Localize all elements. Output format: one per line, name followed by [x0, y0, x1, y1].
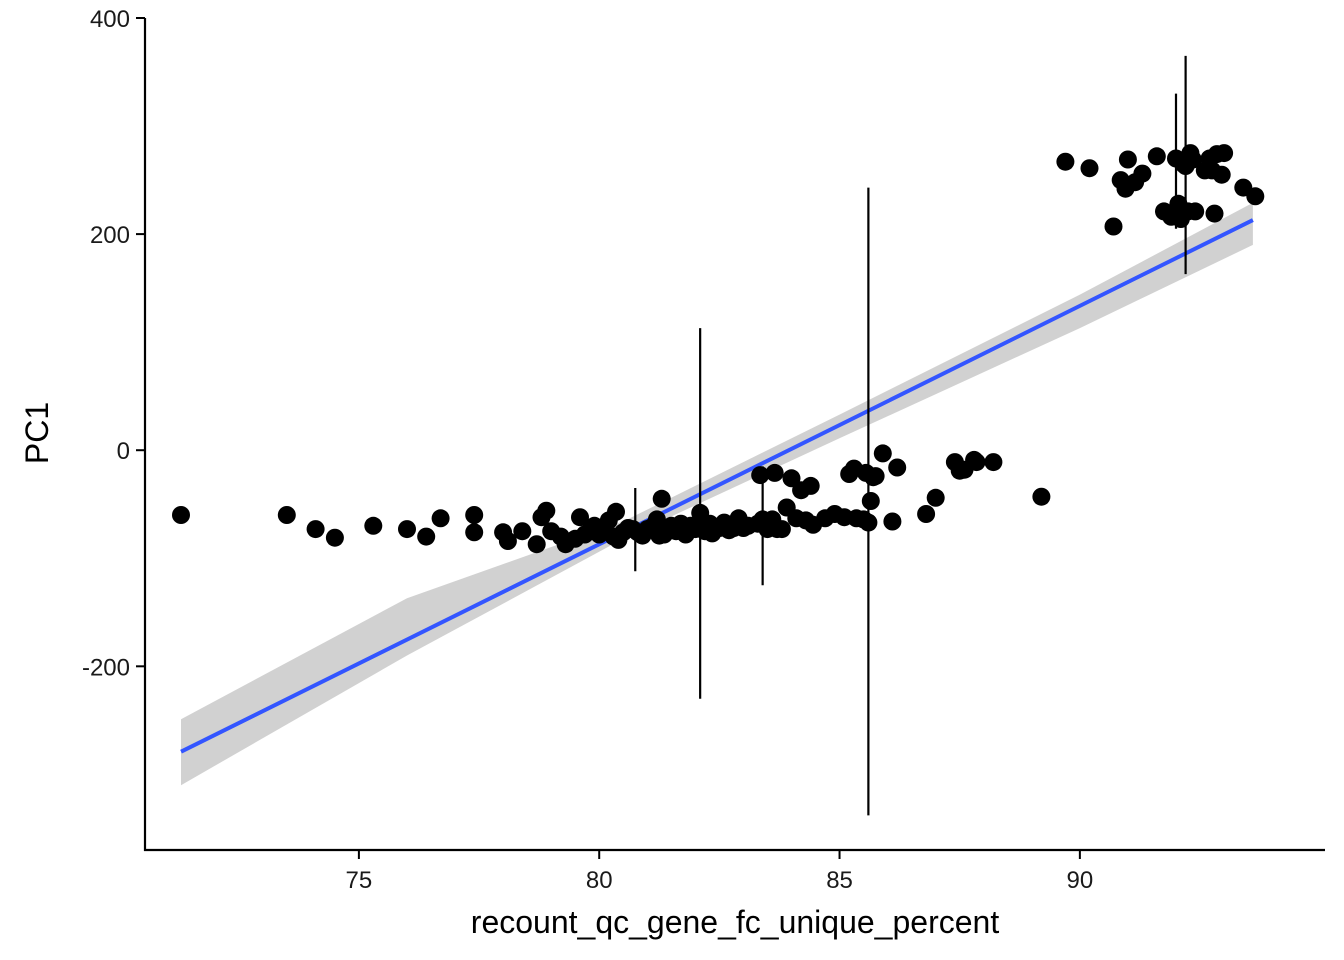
- data-point: [431, 509, 450, 528]
- fit-line-layer: [180, 218, 1254, 754]
- data-point: [751, 466, 770, 485]
- data-point: [364, 516, 383, 535]
- data-point: [1147, 147, 1166, 166]
- data-point: [607, 502, 625, 521]
- data-point: [1183, 150, 1202, 169]
- data-point: [873, 444, 892, 463]
- confidence-band: [181, 202, 1253, 786]
- fit-line: [180, 218, 1254, 754]
- data-point: [888, 458, 907, 477]
- data-point: [1133, 164, 1152, 183]
- y-tick-label: 0: [117, 438, 130, 465]
- data-point: [917, 505, 936, 523]
- x-tick-label: 75: [346, 867, 373, 894]
- data-point: [398, 520, 416, 539]
- x-tick-label: 90: [1067, 867, 1094, 894]
- data-point: [984, 453, 1003, 472]
- x-tick-label: 80: [586, 867, 613, 894]
- data-point: [277, 506, 296, 524]
- data-point: [1215, 144, 1234, 163]
- data-point: [1186, 202, 1205, 221]
- data-point: [1205, 204, 1224, 223]
- confidence-band-layer: [181, 202, 1253, 786]
- data-point: [883, 512, 902, 531]
- x-tick-label: 85: [826, 867, 853, 894]
- data-point: [417, 527, 436, 546]
- data-point: [571, 508, 589, 527]
- axes: 75 80 85 90 -200 0 200 400: [82, 6, 1325, 894]
- data-point: [1212, 165, 1231, 184]
- y-tick-label: 400: [90, 6, 130, 33]
- data-point: [801, 476, 820, 495]
- data-point: [306, 520, 325, 539]
- points-layer: [172, 144, 1265, 554]
- data-point: [1246, 187, 1265, 206]
- data-point: [465, 523, 484, 542]
- data-point: [325, 528, 344, 547]
- data-point: [765, 463, 784, 482]
- data-point: [513, 522, 532, 541]
- x-axis-ticks: 75 80 85 90: [346, 850, 1094, 894]
- y-tick-label: 200: [90, 222, 130, 249]
- data-point: [498, 532, 517, 550]
- error-bars-layer: [634, 55, 1187, 816]
- data-point: [652, 489, 671, 508]
- y-axis-ticks: -200 0 200 400: [82, 6, 145, 681]
- data-point: [967, 453, 986, 472]
- data-point: [647, 510, 666, 529]
- x-axis-title: recount_qc_gene_fc_unique_percent: [471, 904, 1000, 940]
- data-point: [1056, 152, 1075, 171]
- data-point: [1032, 487, 1051, 506]
- data-point: [537, 501, 556, 520]
- data-point: [465, 506, 484, 524]
- data-point: [926, 488, 945, 507]
- data-point: [1104, 217, 1123, 236]
- y-tick-label: -200: [82, 654, 130, 681]
- data-point: [1118, 150, 1137, 169]
- y-axis-title: PC1: [19, 402, 55, 464]
- data-point: [172, 506, 190, 524]
- data-point: [527, 535, 546, 554]
- data-point: [1080, 159, 1099, 178]
- data-point: [861, 492, 880, 510]
- data-point: [866, 467, 885, 486]
- data-point: [772, 520, 791, 539]
- data-point: [859, 513, 878, 532]
